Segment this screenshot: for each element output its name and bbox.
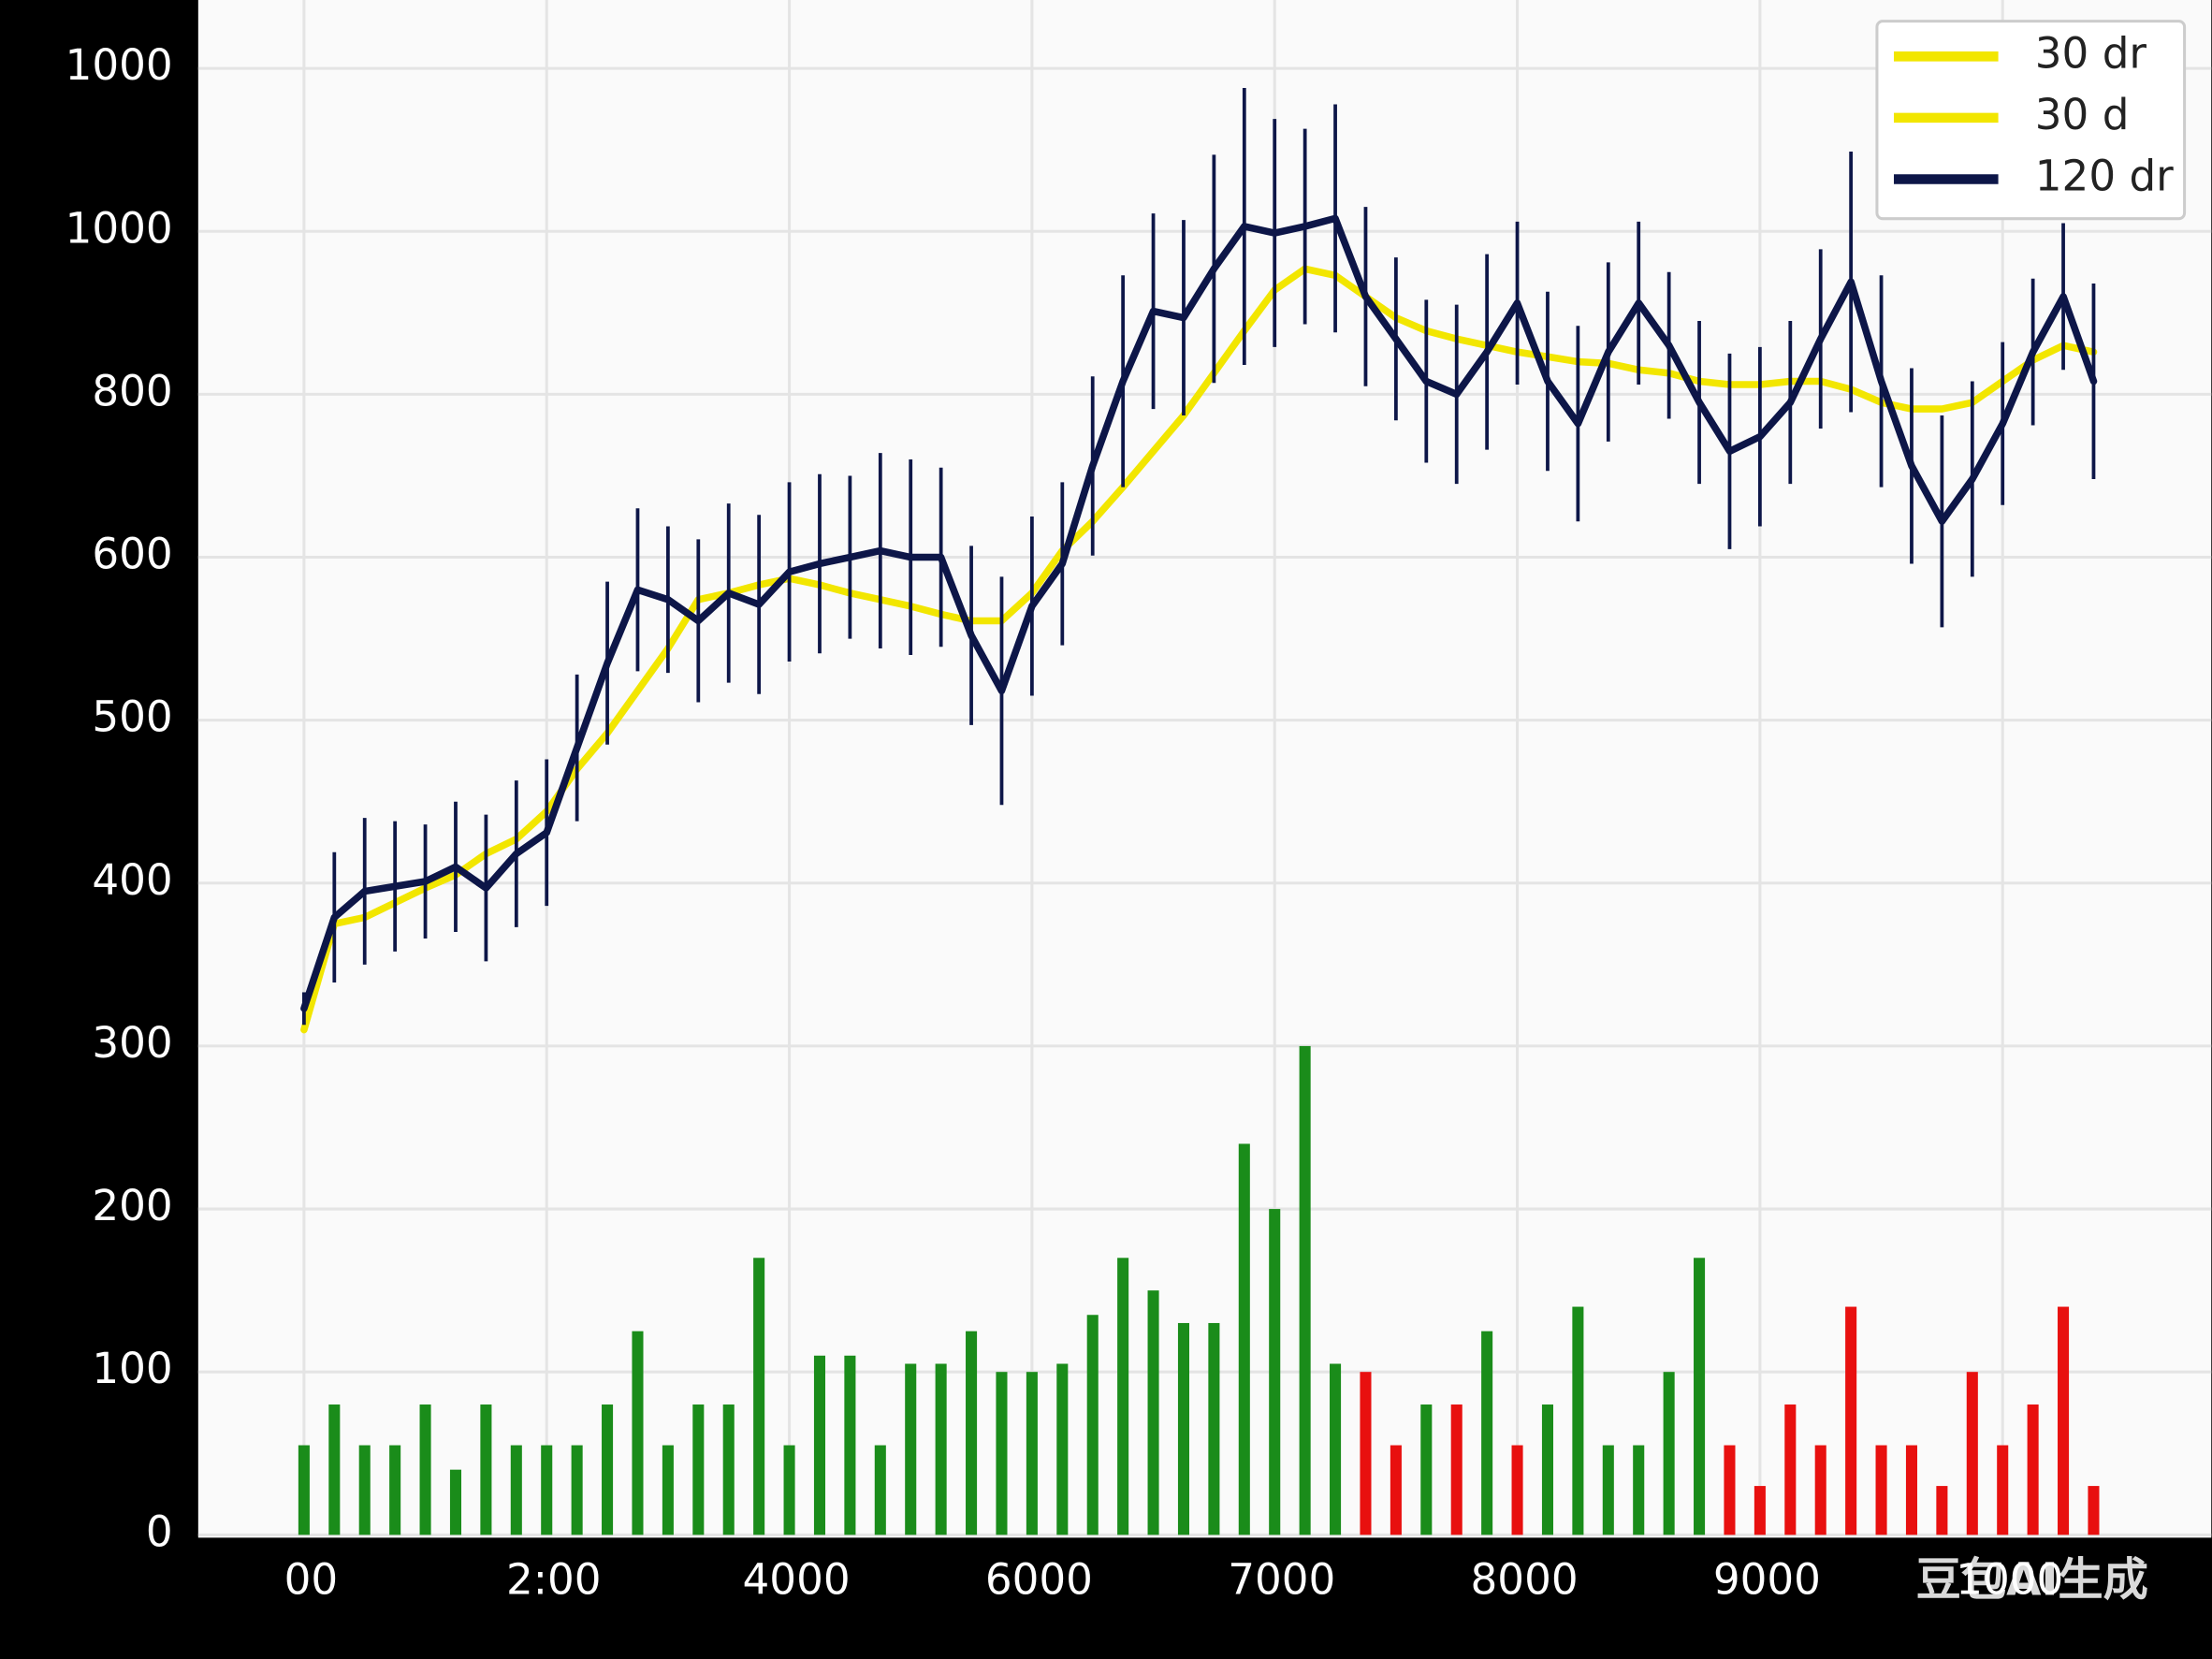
volume-bar xyxy=(1602,1445,1614,1535)
legend-label: 120 dr xyxy=(2035,151,2174,200)
volume-bar xyxy=(1360,1372,1372,1535)
volume-bar xyxy=(328,1404,341,1535)
volume-bar xyxy=(1814,1445,1826,1535)
volume-bar xyxy=(1997,1445,2009,1535)
volume-bar xyxy=(783,1445,795,1535)
volume-bar xyxy=(1147,1290,1159,1535)
volume-bar xyxy=(1117,1258,1129,1535)
x-tick-label: 4000 xyxy=(743,1555,851,1605)
x-tick-label: 1000 xyxy=(1956,1555,2063,1605)
volume-bar xyxy=(692,1404,705,1535)
volume-bar xyxy=(844,1355,856,1535)
volume-bar xyxy=(389,1445,401,1535)
y-tick-label: 0 xyxy=(146,1506,173,1556)
x-tick-label: 9000 xyxy=(1713,1555,1821,1605)
volume-bar xyxy=(1845,1306,1857,1535)
labels: 0 100 200 300 400 500 600 800 1000 1000 00 2:00 4000… xyxy=(65,40,2064,1604)
volume-bar xyxy=(571,1445,583,1535)
volume-bar xyxy=(1208,1322,1220,1535)
plot-area xyxy=(197,0,2212,1538)
volume-bar xyxy=(602,1404,614,1535)
volume-bar xyxy=(541,1445,553,1535)
x-tick-label: 2:00 xyxy=(506,1555,602,1605)
volume-bar xyxy=(298,1445,310,1535)
volume-bar xyxy=(1481,1331,1493,1535)
volume-bar xyxy=(1694,1258,1706,1535)
volume-bar xyxy=(449,1469,462,1535)
volume-bar xyxy=(1056,1363,1069,1535)
marks xyxy=(298,88,2100,1535)
volume-bar xyxy=(1177,1322,1190,1535)
volume-bar xyxy=(1905,1445,1918,1535)
volume-bar xyxy=(480,1404,492,1535)
volume-bar xyxy=(1541,1404,1554,1535)
volume-bar xyxy=(1875,1445,1887,1535)
volume-bar xyxy=(662,1445,674,1535)
volume-bar xyxy=(1511,1445,1523,1535)
y-tick-label: 300 xyxy=(92,1018,172,1068)
volume-bar xyxy=(419,1404,431,1535)
x-tick-label: 7000 xyxy=(1228,1555,1335,1605)
volume-bar xyxy=(1450,1404,1463,1535)
legend: 30 dr 30 d 120 dr xyxy=(1875,20,2187,221)
volume-bar xyxy=(1784,1404,1797,1535)
volume-bar xyxy=(1238,1143,1250,1535)
volume-bar xyxy=(722,1404,735,1535)
y-tick-label: 600 xyxy=(92,530,172,579)
volume-bar xyxy=(510,1445,522,1535)
volume-bar xyxy=(753,1258,765,1535)
volume-bar xyxy=(1330,1363,1342,1535)
price-line xyxy=(300,265,2098,1034)
volume-bar xyxy=(1633,1445,1645,1535)
volume-bar xyxy=(358,1445,371,1535)
volume-bar xyxy=(1966,1372,1978,1535)
x-tick-label: 00 xyxy=(284,1555,339,1605)
volume-bar xyxy=(996,1372,1008,1535)
volume-bar xyxy=(966,1331,978,1535)
legend-label: 30 d xyxy=(2035,90,2130,139)
x-tick-label: 6000 xyxy=(985,1555,1093,1605)
volume-bar xyxy=(905,1363,917,1535)
y-tick-label: 200 xyxy=(92,1181,172,1230)
volume-bar xyxy=(1026,1372,1038,1535)
volume-bar xyxy=(1086,1315,1099,1535)
watermark: 豆包AI生成 xyxy=(1916,1554,2148,1607)
legend-box xyxy=(1875,20,2187,221)
volume-bar xyxy=(1572,1306,1584,1535)
volume-bar xyxy=(813,1355,826,1535)
legend-label: 30 dr xyxy=(2035,28,2147,78)
volume-bar xyxy=(874,1445,886,1535)
y-tick-label: 400 xyxy=(92,855,172,905)
volume-bar xyxy=(1420,1404,1433,1535)
y-tick-label: 800 xyxy=(92,366,172,415)
volume-bar xyxy=(1299,1045,1311,1535)
price-line xyxy=(300,214,2098,1012)
volume-bar xyxy=(1663,1372,1675,1535)
volume-bar xyxy=(1724,1445,1736,1535)
volume-bar xyxy=(935,1363,947,1535)
x-tick-label: 8000 xyxy=(1471,1555,1579,1605)
y-tick-label: 1000 xyxy=(65,40,173,90)
volume-bar xyxy=(1390,1445,1402,1535)
volume-bar xyxy=(1754,1486,1766,1535)
volume-bar xyxy=(2027,1404,2039,1535)
volume-bar xyxy=(1936,1486,1948,1535)
volume-bar xyxy=(632,1331,644,1535)
volume-bar xyxy=(2088,1486,2100,1535)
y-tick-label: 1000 xyxy=(65,203,173,253)
volume-bar xyxy=(2058,1306,2070,1535)
volume-bar xyxy=(1269,1209,1281,1535)
y-tick-label: 500 xyxy=(92,692,172,742)
y-tick-label: 100 xyxy=(92,1344,172,1393)
